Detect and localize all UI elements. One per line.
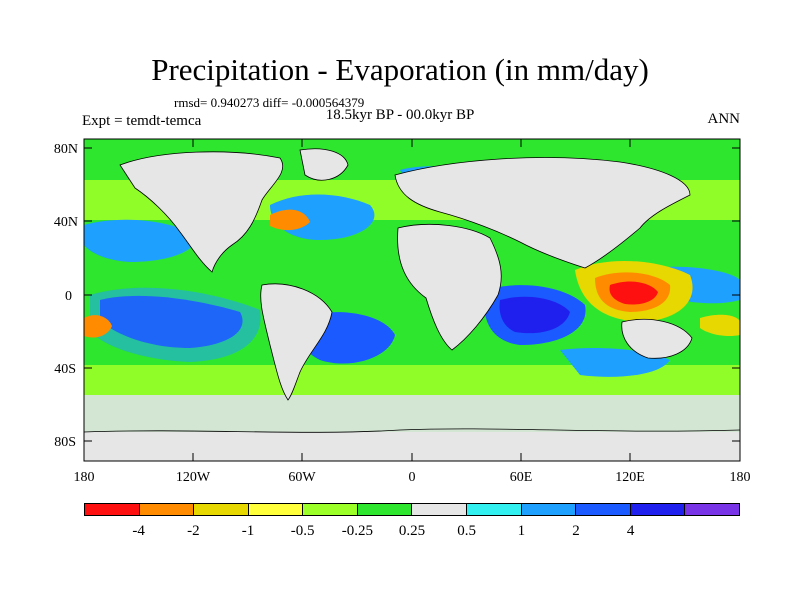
colorbar-swatch [576,504,631,515]
colorbar-swatch [248,504,304,515]
indian-ocean-dark [499,296,570,334]
colorbar-swatch [139,504,195,515]
coastline-africa [397,223,502,351]
colorbar-label: -0.5 [290,523,315,539]
north-america [120,151,283,272]
period-label: 18.5kyr BP - 00.0kyr BP [325,107,475,123]
experiment-label: Expt = temdt-temca [82,113,202,129]
lon-label-120e: 120E [615,470,645,485]
s-pacific-blue-ring [90,287,261,362]
e-pacific-orange [84,315,112,338]
colorbar-label: -2 [187,523,200,539]
coastline-australia [621,318,693,359]
e-pacific-yellow [700,314,740,337]
lat-label-80s: 80S [54,435,76,450]
lat-label-40n: 40N [54,215,78,230]
lon-label-180w: 180 [74,470,95,485]
colorbar-swatch [85,504,140,515]
coastline-north-america [119,151,283,273]
australia [621,319,692,359]
colorbar-label: 0.5 [457,523,477,539]
w-pacific-red [609,281,658,305]
colorbar-label: -1 [241,523,255,539]
colorbar-label: -0.25 [341,523,373,539]
lon-label-60w: 60W [288,470,316,485]
map-title: Precipitation - Evaporation (in mm/day) [151,52,649,87]
colorbar-label: 1 [517,523,526,539]
axis-ticks [83,139,741,461]
colorbar [84,503,740,516]
colorbar-swatch [194,504,249,515]
colorbar-swatch [685,504,739,515]
n-atlantic-orange [270,209,310,231]
southern-ocean-band [84,395,740,435]
colorbar-label: 0.25 [398,523,426,539]
lat-label-80n: 80N [54,142,78,157]
coastline-greenland [299,148,349,181]
coastline-eurasia [394,157,691,269]
colorbar-swatch [412,504,468,515]
coastline-antarctica [84,428,740,433]
africa [397,224,502,350]
south-america [260,283,332,400]
lat-label-40s: 40S [54,362,76,377]
colorbar-label: 4 [626,523,635,539]
colorbar-swatch [467,504,522,515]
eurasia [395,157,690,268]
colorbar-label: -4 [132,523,145,539]
colorbar-swatch [521,504,577,515]
lat-label-0: 0 [65,289,72,304]
colorbar-swatch [630,504,686,515]
colorbar-swatch [357,504,413,515]
colorbar-label: 2 [572,523,580,539]
lon-label-0: 0 [409,470,416,485]
lon-label-60e: 60E [510,470,533,485]
n-pacific-blue [84,219,196,262]
lon-label-120w: 120W [176,470,211,485]
rmsd-diff-stats: rmsd= 0.940273 diff= -0.000564379 [174,95,365,110]
colorbar-swatch [303,504,358,515]
coastline-south-america [260,283,333,401]
greenland [300,148,348,181]
lon-label-180e: 180 [730,470,751,485]
season-label: ANN [707,111,741,127]
